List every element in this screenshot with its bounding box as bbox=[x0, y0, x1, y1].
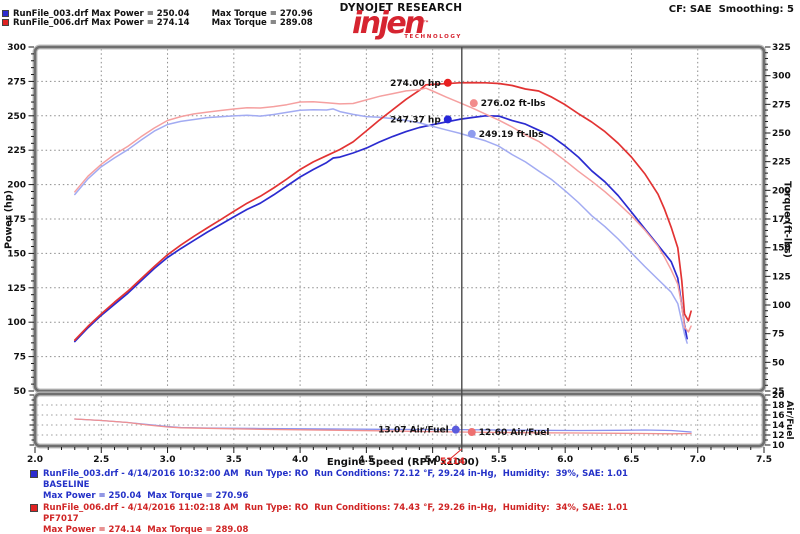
svg-text:100: 100 bbox=[7, 318, 26, 328]
svg-text:3.0: 3.0 bbox=[160, 455, 176, 465]
run2-max-torque: Max Torque = 289.08 bbox=[211, 17, 313, 28]
svg-text:75: 75 bbox=[13, 353, 26, 363]
svg-text:4.0: 4.0 bbox=[292, 455, 308, 465]
svg-text:250: 250 bbox=[772, 129, 791, 139]
cursor-rpm-readout: 5214 bbox=[440, 457, 466, 467]
run2-info-name: PF7017 bbox=[43, 514, 79, 524]
svg-text:12: 12 bbox=[772, 431, 785, 441]
svg-text:249.19 ft-lbs: 249.19 ft-lbs bbox=[479, 130, 544, 140]
run1-info-max: Max Power = 250.04 Max Torque = 270.96 bbox=[43, 491, 249, 501]
run2-info-line: RunFile_006.drf - 4/14/2016 11:02:18 AM … bbox=[43, 503, 628, 513]
svg-text:14: 14 bbox=[772, 421, 785, 431]
svg-text:50: 50 bbox=[772, 358, 785, 368]
injen-logo-subtext: TECHNOLOGY bbox=[404, 34, 462, 40]
run2-info-max: Max Power = 274.14 Max Torque = 289.08 bbox=[43, 525, 249, 534]
svg-text:250: 250 bbox=[7, 112, 26, 122]
run1-info-name: BASELINE bbox=[43, 480, 90, 490]
svg-text:175: 175 bbox=[772, 215, 791, 225]
run1-color-swatch bbox=[2, 10, 9, 17]
svg-text:275: 275 bbox=[7, 77, 26, 87]
svg-text:4.5: 4.5 bbox=[358, 455, 374, 465]
injen-logo: injen™ TECHNOLOGY bbox=[352, 6, 468, 41]
svg-text:3.5: 3.5 bbox=[226, 455, 242, 465]
svg-text:150: 150 bbox=[772, 244, 791, 254]
airfuel-axis-title: Air/Fuel bbox=[784, 400, 794, 440]
svg-text:150: 150 bbox=[7, 249, 26, 259]
svg-text:247.37 hp: 247.37 hp bbox=[390, 115, 441, 125]
svg-text:16: 16 bbox=[772, 411, 785, 421]
svg-text:75: 75 bbox=[772, 330, 785, 340]
svg-text:275: 275 bbox=[772, 100, 791, 110]
run-info-pf7017: RunFile_006.drf - 4/14/2016 11:02:18 AM … bbox=[30, 503, 793, 534]
run2-max-power: Max Power = 274.14 bbox=[91, 17, 190, 28]
svg-text:6.0: 6.0 bbox=[557, 455, 573, 465]
trademark-symbol: ™ bbox=[423, 20, 429, 27]
svg-text:175: 175 bbox=[7, 215, 26, 225]
run2-file: RunFile_006.drf bbox=[13, 17, 89, 28]
svg-text:5.5: 5.5 bbox=[491, 455, 507, 465]
svg-text:274.00 hp: 274.00 hp bbox=[390, 79, 441, 89]
injen-logo-word: injen™ bbox=[352, 6, 429, 41]
svg-text:100: 100 bbox=[772, 301, 791, 311]
run2-info-swatch bbox=[30, 504, 38, 512]
svg-text:2.0: 2.0 bbox=[27, 455, 43, 465]
svg-text:20: 20 bbox=[772, 391, 785, 401]
svg-text:7.5: 7.5 bbox=[756, 455, 772, 465]
svg-text:18: 18 bbox=[772, 401, 785, 411]
svg-text:2.5: 2.5 bbox=[93, 455, 109, 465]
power-axis-title: Power (hp) bbox=[3, 190, 15, 249]
svg-text:200: 200 bbox=[7, 181, 26, 191]
run2-color-swatch bbox=[2, 19, 9, 26]
run-info-baseline: RunFile_003.drf - 4/14/2016 10:32:00 AM … bbox=[30, 469, 793, 501]
svg-text:125: 125 bbox=[7, 284, 26, 294]
run1-info-swatch bbox=[30, 470, 38, 478]
svg-text:225: 225 bbox=[772, 158, 791, 168]
run-legend: RunFile_003.drf Max Power = 250.04 Max T… bbox=[2, 8, 313, 28]
svg-text:5.0: 5.0 bbox=[425, 455, 441, 465]
svg-text:12.60 Air/Fuel: 12.60 Air/Fuel bbox=[479, 428, 550, 438]
svg-text:25: 25 bbox=[772, 387, 785, 397]
svg-text:125: 125 bbox=[772, 272, 791, 282]
run1-max-torque: Max Torque = 270.96 bbox=[211, 8, 313, 19]
svg-text:300: 300 bbox=[772, 72, 791, 82]
svg-text:6.5: 6.5 bbox=[623, 455, 639, 465]
run1-file: RunFile_003.drf bbox=[13, 8, 89, 19]
run1-info-line: RunFile_003.drf - 4/14/2016 10:32:00 AM … bbox=[43, 469, 628, 479]
svg-text:276.02 ft-lbs: 276.02 ft-lbs bbox=[481, 99, 546, 109]
svg-text:13.07 Air/Fuel: 13.07 Air/Fuel bbox=[378, 426, 449, 436]
svg-text:300: 300 bbox=[7, 43, 26, 53]
legend-row-baseline: RunFile_003.drf Max Power = 250.04 Max T… bbox=[2, 8, 313, 19]
svg-text:200: 200 bbox=[772, 186, 791, 196]
dynojet-brand-text: DYNOJET RESEARCH bbox=[339, 2, 463, 14]
torque-axis-title: Torque (ft-lbs) bbox=[781, 181, 793, 258]
correction-factor-label: CF: SAE Smoothing: 5 bbox=[668, 4, 794, 15]
run1-max-power: Max Power = 250.04 bbox=[91, 8, 190, 19]
svg-text:10: 10 bbox=[772, 441, 785, 451]
legend-row-pf7017: RunFile_006.drf Max Power = 274.14 Max T… bbox=[2, 17, 313, 28]
svg-text:225: 225 bbox=[7, 146, 26, 156]
svg-text:325: 325 bbox=[772, 43, 791, 53]
svg-text:7.0: 7.0 bbox=[690, 455, 706, 465]
x-axis-title: Engine Speed (RPM x1000) bbox=[326, 457, 480, 468]
svg-text:50: 50 bbox=[13, 387, 26, 397]
